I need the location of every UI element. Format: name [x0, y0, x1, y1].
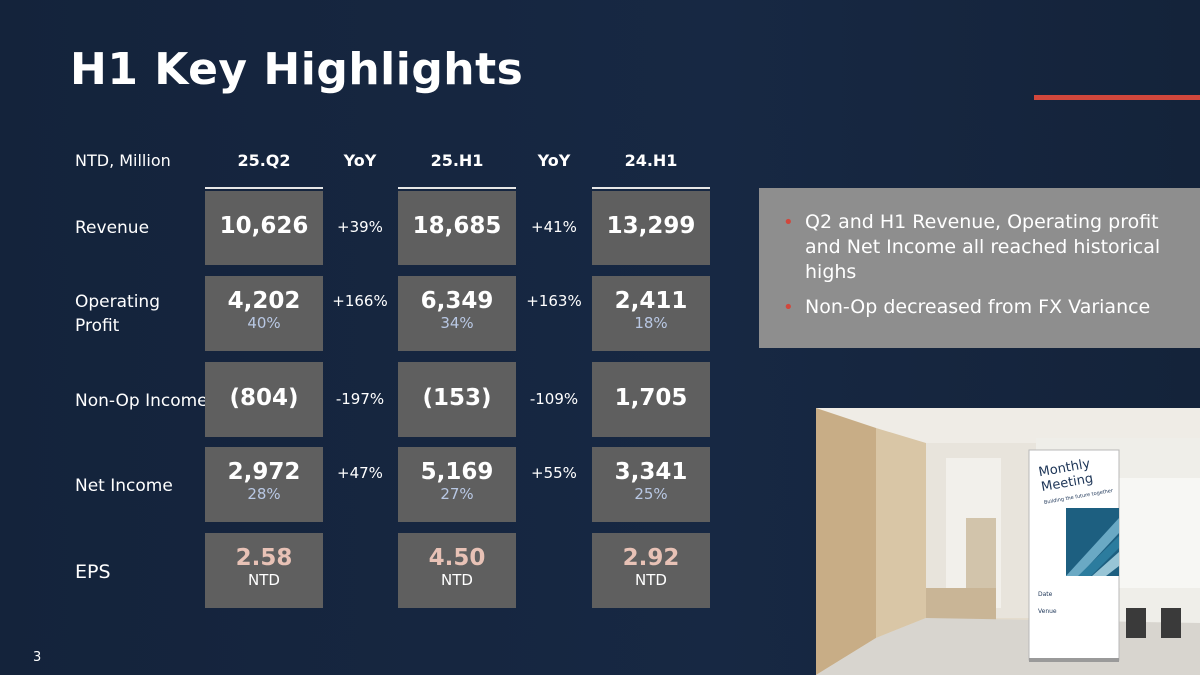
cell-value: 10,626	[219, 213, 309, 239]
cell-non-op-25q2: (804)	[205, 362, 323, 437]
column-header-yoy-1: YoY	[343, 151, 377, 170]
row-label-eps: EPS	[75, 561, 111, 583]
column-rule	[398, 187, 516, 189]
sign-venue-label: Venue	[1038, 608, 1057, 615]
title-accent-line	[1034, 95, 1200, 100]
cell-unit: NTD	[635, 571, 667, 589]
row-label-revenue: Revenue	[75, 218, 150, 238]
row-label-net-income: Net Income	[75, 476, 173, 496]
cell-revenue-24h1: 13,299	[592, 191, 710, 265]
cell-value: 2,411	[614, 288, 688, 314]
cell-value: 3,341	[614, 459, 688, 485]
cell-value: 1,705	[614, 385, 688, 411]
column-rule	[205, 187, 323, 189]
cell-value: 2.92	[622, 545, 680, 571]
highlights-panel: • Q2 and H1 Revenue, Operating profit and…	[759, 188, 1200, 348]
column-header-24h1: 24.H1	[624, 151, 678, 170]
unit-label: NTD, Million	[75, 151, 171, 170]
cell-value: (153)	[422, 385, 492, 411]
cell-unit: NTD	[248, 571, 280, 589]
cell-non-op-25h1: (153)	[398, 362, 516, 437]
cell-unit: NTD	[441, 571, 473, 589]
cell-non-op-24h1: 1,705	[592, 362, 710, 437]
cell-value: (804)	[229, 385, 299, 411]
cell-margin: 27%	[440, 485, 474, 503]
bullet-icon: •	[783, 212, 794, 233]
row-label-non-op-income: Non-Op Income	[75, 391, 208, 411]
cell-net-income-25h1: 5,169 27%	[398, 447, 516, 522]
column-header-25h1: 25.H1	[430, 151, 484, 170]
yoy-revenue-h1: +41%	[531, 218, 577, 236]
row-label-operating-profit: Operating Profit	[75, 290, 160, 338]
highlight-bullet: • Non-Op decreased from FX Variance	[779, 295, 1180, 320]
highlight-bullet: • Q2 and H1 Revenue, Operating profit and…	[779, 210, 1180, 285]
cell-margin: 18%	[634, 314, 668, 332]
yoy-revenue-q2: +39%	[337, 218, 383, 236]
row-label-line: Operating	[75, 292, 160, 312]
yoy-operating-profit-q2: +166%	[332, 292, 388, 310]
cell-operating-profit-25h1: 6,349 34%	[398, 276, 516, 351]
cell-value: 4,202	[227, 288, 301, 314]
column-header-yoy-2: YoY	[537, 151, 571, 170]
highlights-list: • Q2 and H1 Revenue, Operating profit and…	[779, 210, 1180, 320]
page-number: 3	[33, 650, 42, 665]
cell-value: 6,349	[420, 288, 494, 314]
cell-eps-25h1: 4.50 NTD	[398, 533, 516, 608]
cell-eps-25q2: 2.58 NTD	[205, 533, 323, 608]
office-photo: Monthly Meeting Building the future toge…	[816, 408, 1200, 675]
row-label-line: Profit	[75, 316, 120, 336]
bullet-icon: •	[783, 297, 794, 318]
cell-margin: 40%	[247, 314, 281, 332]
cell-value: 13,299	[606, 213, 696, 239]
yoy-net-income-h1: +55%	[531, 464, 577, 482]
sign-date-label: Date	[1038, 591, 1053, 598]
cell-value: 2.58	[235, 545, 293, 571]
cell-value: 2,972	[227, 459, 301, 485]
yoy-net-income-q2: +47%	[337, 464, 383, 482]
yoy-non-op-q2: -197%	[335, 390, 385, 408]
cell-value: 18,685	[412, 213, 502, 239]
cell-revenue-25q2: 10,626	[205, 191, 323, 265]
cell-value: 5,169	[420, 459, 494, 485]
cell-margin: 34%	[440, 314, 474, 332]
yoy-non-op-h1: -109%	[529, 390, 579, 408]
cell-operating-profit-25q2: 4,202 40%	[205, 276, 323, 351]
cell-value: 4.50	[428, 545, 486, 571]
cell-net-income-24h1: 3,341 25%	[592, 447, 710, 522]
column-header-25q2: 25.Q2	[237, 151, 291, 170]
yoy-operating-profit-h1: +163%	[526, 292, 582, 310]
highlight-text: Q2 and H1 Revenue, Operating profit and …	[805, 211, 1161, 283]
cell-revenue-25h1: 18,685	[398, 191, 516, 265]
column-rule	[592, 187, 710, 189]
cell-net-income-25q2: 2,972 28%	[205, 447, 323, 522]
cell-margin: 25%	[634, 485, 668, 503]
highlight-text: Non-Op decreased from FX Variance	[805, 296, 1151, 318]
cell-margin: 28%	[247, 485, 281, 503]
slide-title: H1 Key Highlights	[70, 44, 524, 95]
cell-eps-24h1: 2.92 NTD	[592, 533, 710, 608]
cell-operating-profit-24h1: 2,411 18%	[592, 276, 710, 351]
